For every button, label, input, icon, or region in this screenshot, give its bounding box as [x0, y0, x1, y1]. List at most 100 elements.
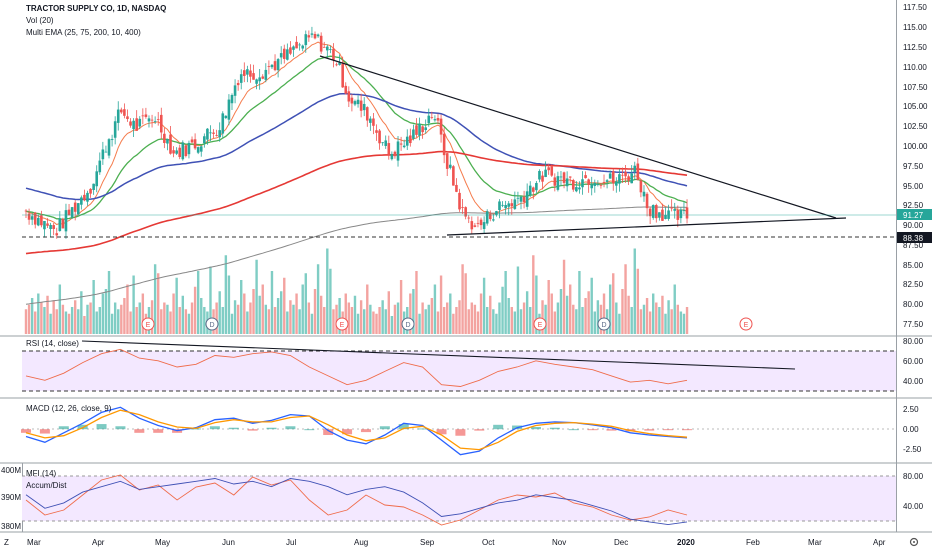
candle-body [409, 135, 412, 144]
candle-body [261, 76, 265, 79]
macd-histogram-bar [587, 429, 598, 431]
volume-bar [449, 293, 452, 334]
candle-body [209, 132, 212, 134]
candle-body [80, 197, 83, 205]
candle-body [433, 119, 437, 121]
volume-bar [37, 293, 40, 334]
volume-bar [396, 302, 400, 334]
macd-histogram-bar [304, 429, 315, 431]
volume-bar [89, 302, 92, 334]
candle-body [405, 136, 409, 146]
candle-body [116, 109, 120, 123]
rsi-legend[interactable]: RSI (14, close) [26, 339, 79, 348]
event-marker-label: E [146, 322, 151, 329]
time-axis[interactable]: Mar Apr May Jun Jul Aug Sep Oct Nov Dec … [27, 538, 886, 547]
candle-body [611, 171, 615, 184]
price-tick: 102.50 [903, 122, 928, 131]
volume-bar [381, 300, 384, 334]
candle-body [381, 142, 384, 144]
candle-body [605, 180, 609, 182]
candle-body [273, 61, 277, 71]
volume-bar [160, 309, 163, 334]
rsi-tick: 80.00 [903, 337, 924, 346]
ascending-trendline[interactable] [446, 217, 847, 236]
dividend-marker [597, 317, 611, 331]
volume-bar [227, 275, 231, 334]
macd-histogram-bar [58, 426, 69, 430]
candle-body [212, 132, 215, 134]
candle-body [313, 33, 317, 39]
macd-histogram-bar [209, 426, 220, 430]
candle-body [218, 130, 221, 138]
descending-trendline[interactable] [319, 55, 837, 219]
volume-bar [203, 307, 206, 334]
rsi-trendline[interactable] [81, 340, 796, 370]
macd-histogram-bar [21, 429, 31, 433]
time-label: Apr [873, 538, 886, 547]
candle-body [159, 114, 163, 133]
volume-bar [621, 289, 624, 334]
macd-legend[interactable]: MACD (12, 26, close, 9) [26, 404, 112, 413]
candle-body [172, 150, 175, 154]
mfi-path [25, 474, 688, 526]
candle-body [239, 74, 243, 83]
candle-body [399, 143, 403, 145]
macd-histogram-bar [39, 429, 50, 434]
candlesticks [24, 26, 689, 239]
candle-body [470, 221, 474, 230]
time-label: Nov [552, 538, 566, 547]
gear-icon[interactable] [909, 537, 919, 547]
price-tick: 95.00 [903, 182, 924, 191]
volume-bar [664, 313, 667, 334]
volume-bar [532, 255, 535, 334]
volume-legend[interactable]: Vol (20) [26, 16, 54, 25]
volume-bar [415, 271, 418, 334]
candle-body [184, 145, 188, 157]
macd-axis[interactable]: 2.50 0.00 -2.50 [903, 405, 922, 454]
volume-bar [630, 307, 633, 334]
accum-legend[interactable]: Accum/Dist [26, 481, 67, 490]
candle-body [316, 34, 320, 37]
candle-body [639, 180, 643, 193]
ema-legend[interactable]: Multi EMA (25, 75, 200, 10, 400) [26, 28, 141, 37]
volume-bar [313, 289, 317, 334]
candle-body [565, 178, 569, 187]
macd-histogram-bar [153, 429, 164, 433]
candle-body [163, 133, 166, 143]
candle-body [246, 69, 249, 75]
volume-bar [233, 300, 237, 334]
macd-histogram-bar [663, 429, 674, 431]
mfi-legend[interactable]: MFI (14) [26, 469, 57, 478]
candle-body [227, 99, 231, 120]
candle-body [525, 191, 529, 207]
candle-body [67, 209, 71, 216]
volume-bar [384, 309, 387, 334]
rsi-axis[interactable]: 80.00 60.00 40.00 [903, 337, 924, 386]
candle-body [347, 91, 351, 102]
candle-body [670, 207, 673, 209]
volume-bar [196, 271, 200, 334]
accum-axis[interactable]: 400M 390M 380M [1, 466, 21, 531]
mfi-tick: 40.00 [903, 502, 924, 511]
volume-bar [104, 289, 108, 334]
volume-bar [433, 284, 437, 334]
volume-bar [181, 295, 185, 334]
volume-bar [166, 304, 169, 334]
support-price-badge [897, 232, 932, 243]
candle-body [230, 95, 234, 104]
candle-body [575, 187, 578, 192]
candle-body [359, 100, 363, 111]
volume-bar [430, 298, 434, 334]
candle-body [289, 47, 292, 54]
volume-bar [113, 302, 117, 334]
volume-bar [279, 291, 283, 334]
price-axis[interactable]: 117.50 115.00 112.50 110.00 107.50 105.0… [903, 3, 928, 329]
mfi-axis[interactable]: 80.00 40.00 [903, 472, 924, 511]
candle-body [654, 205, 658, 219]
volume-bar [375, 313, 378, 334]
macd-histogram-bar [455, 429, 466, 436]
volume-bar [344, 293, 347, 334]
volume-bar [30, 298, 34, 334]
price-tick: 82.50 [903, 280, 924, 289]
